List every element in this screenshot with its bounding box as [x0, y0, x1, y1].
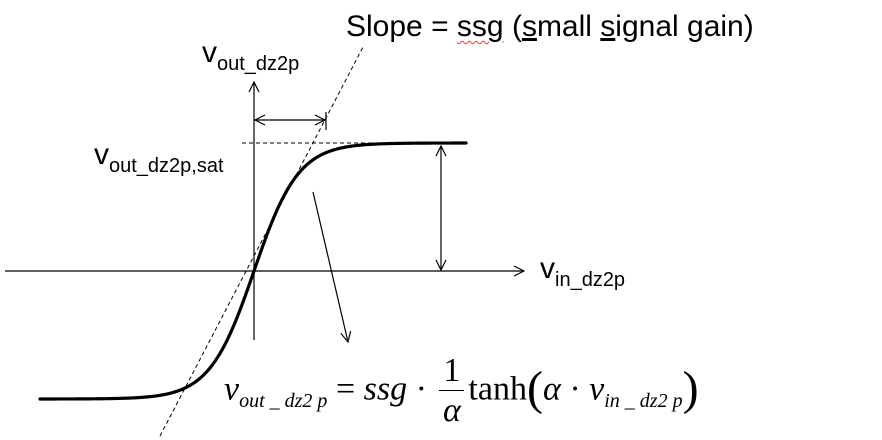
x-axis-label: vin_dz2p	[540, 252, 626, 291]
y-axis-label: vout_dz2p	[202, 36, 300, 75]
tanh-curve	[38, 141, 468, 401]
ssg-text: ssg	[456, 10, 504, 43]
saturation-label: vout_dz2p,sat	[94, 138, 224, 177]
tangent-slope-line	[159, 46, 364, 437]
slope-label: Slope = ssg (small signal gain)	[346, 10, 754, 43]
pointer-arrow	[312, 191, 348, 342]
tanh-equation: vout _ dz2 p = ssg · 1 α tanh(α · vin _ dz…	[224, 352, 699, 431]
